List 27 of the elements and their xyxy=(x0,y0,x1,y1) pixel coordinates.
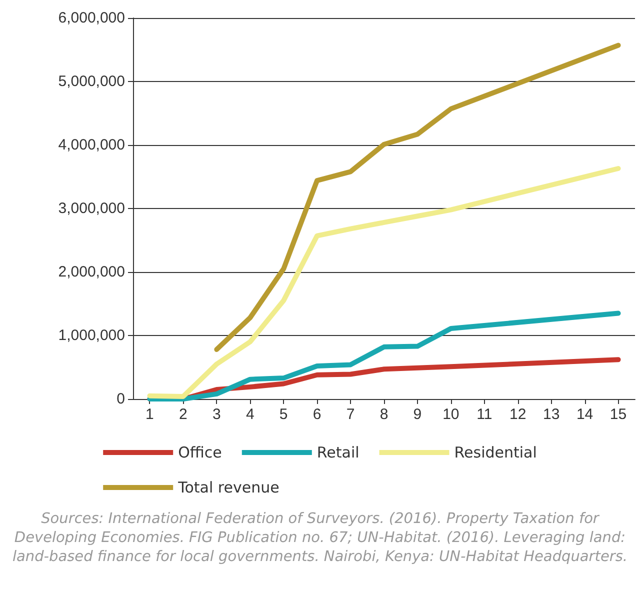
y-tick-label: 0 xyxy=(116,390,125,408)
x-tick-label: 9 xyxy=(413,406,422,423)
x-tick-label: 6 xyxy=(312,406,322,423)
x-tick-label: 15 xyxy=(610,406,627,423)
x-tick-label: 13 xyxy=(542,406,560,423)
x-tick-label: 8 xyxy=(380,406,388,423)
y-tick-label: 1,000,000 xyxy=(58,327,125,344)
y-tick-label: 3,000,000 xyxy=(58,200,125,217)
x-tick-label: 12 xyxy=(510,406,526,423)
x-tick-label: 7 xyxy=(346,406,355,423)
y-tick-label: 4,000,000 xyxy=(58,136,125,154)
y-tick-label: 6,000,000 xyxy=(58,10,125,26)
legend-label: Retail xyxy=(316,444,360,462)
x-tick-label: 3 xyxy=(212,406,221,423)
y-tick-label: 5,000,000 xyxy=(58,73,125,90)
x-tick-label: 14 xyxy=(576,406,594,423)
x-tick-label: 4 xyxy=(246,406,254,423)
x-tick-label: 1 xyxy=(146,406,154,423)
legend-label: Total revenue xyxy=(177,478,280,496)
x-tick-label: 2 xyxy=(179,406,188,423)
source-note: Sources: International Federation of Surveyors. (2016). Property Taxation for Developing Economies. FIG Publication no. 67; UN-Habitat. (2016). Leveraging land: land-based finance for local governments. Nairobi, Kenya: UN-Habitat Headquarters. xyxy=(12,510,628,567)
x-tick-label: 5 xyxy=(279,406,288,423)
legend-label: Office xyxy=(178,444,222,462)
legend-label: Residential xyxy=(454,444,537,462)
x-tick-label: 10 xyxy=(442,406,460,423)
y-tick-label: 2,000,000 xyxy=(58,264,125,280)
x-tick-label: 11 xyxy=(476,406,492,423)
